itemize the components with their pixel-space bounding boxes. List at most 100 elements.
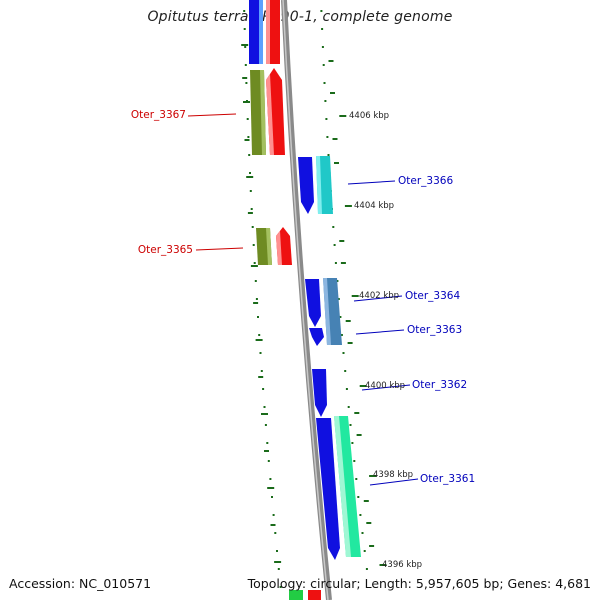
guide-dot-left <box>243 10 246 12</box>
map-title: Opitutus terrae PB90-1, complete genome <box>147 9 453 25</box>
guide-dot-left <box>249 190 252 192</box>
guide-dot-right <box>322 64 325 66</box>
tick-label-4400: 4400 kbp <box>365 381 405 391</box>
guide-dot-right <box>359 514 362 516</box>
guide-dot-right <box>334 262 337 264</box>
guide-dot-left <box>255 298 258 300</box>
minor-tick-left <box>261 413 268 415</box>
feature-oter-3364[interactable] <box>305 278 342 345</box>
minor-tick-right <box>366 522 372 524</box>
gene-feature-red[interactable] <box>308 590 321 600</box>
minor-tick-right <box>345 320 351 322</box>
guide-dot-right <box>339 316 342 318</box>
minor-tick-right <box>363 500 369 502</box>
gene-label-oter-3362[interactable]: Oter_3362 <box>412 379 467 391</box>
gene-arrow-blue[interactable] <box>316 418 340 560</box>
gene-label-oter-3366[interactable]: Oter_3366 <box>398 175 453 187</box>
guide-dot-left <box>264 424 267 426</box>
guide-dot-right <box>336 280 339 282</box>
guide-dot-left <box>252 244 255 246</box>
feature-oter-3361[interactable] <box>316 416 361 560</box>
guide-dot-right <box>347 406 350 408</box>
minor-tick-right <box>339 240 345 242</box>
leader-line-oter-3361 <box>369 478 419 486</box>
minor-tick-left <box>250 265 258 267</box>
minor-tick-right <box>369 545 375 547</box>
leader-line-oter-3362 <box>361 384 411 391</box>
guide-dot-right <box>363 550 366 552</box>
guide-dot-left <box>254 280 257 282</box>
guide-dot-right <box>351 442 354 444</box>
feature-top-left-pair[interactable] <box>249 0 280 64</box>
guide-dot-left <box>271 496 273 498</box>
leader-line-oter-3366 <box>347 180 396 185</box>
guide-dot-left <box>243 28 246 30</box>
leader-line-oter-3364 <box>353 295 403 302</box>
tick-label-4404: 4404 kbp <box>354 201 394 211</box>
cds-arrow-cyan-shade <box>316 156 322 214</box>
guide-dot-left <box>244 64 247 66</box>
major-tick-right <box>339 115 347 117</box>
minor-tick-left <box>258 376 264 378</box>
tick-marks <box>241 44 387 566</box>
cds-feature-green[interactable] <box>289 590 303 600</box>
guide-dot-left <box>272 514 275 516</box>
cds-feature-blue-shade <box>259 0 263 64</box>
guide-dot-right <box>321 46 324 48</box>
guide-dot-left <box>276 550 278 552</box>
minor-tick-left <box>253 302 259 304</box>
guide-dot-right <box>345 388 348 390</box>
guide-dot-left <box>258 334 261 336</box>
guide-dot-left <box>245 82 248 84</box>
guide-dot-left <box>246 118 249 120</box>
minor-tick-left <box>242 77 248 79</box>
gene-arrow-blue[interactable] <box>312 369 327 417</box>
feature-oter-3362[interactable] <box>312 369 327 417</box>
genome-summary-text: Topology: circular; Length: 5,957,605 bp… <box>247 576 591 591</box>
guide-dot-right <box>342 352 345 354</box>
leader-line-oter-3367 <box>187 113 237 117</box>
feature-bottom-pair[interactable] <box>289 590 321 600</box>
guide-dot-right <box>357 496 360 498</box>
gene-label-oter-3365[interactable]: Oter_3365 <box>138 244 193 256</box>
accession-text: Accession: NC_010571 <box>9 576 152 591</box>
feature-oter-3367[interactable] <box>250 68 285 155</box>
genome-backbone-highlight <box>282 0 329 600</box>
minor-tick-right <box>332 138 338 140</box>
guide-dot-right <box>323 82 326 84</box>
guide-dot-left <box>269 478 272 480</box>
guide-dot-left <box>248 154 251 156</box>
cds-arrow-olive-shade <box>260 70 266 155</box>
guide-dot-right <box>340 334 343 336</box>
guide-dot-left <box>257 316 259 318</box>
guide-dot-left <box>250 208 253 210</box>
feature-oter-3366[interactable] <box>298 156 333 214</box>
gene-label-oter-3363[interactable]: Oter_3363 <box>407 324 462 336</box>
gene-arrow-red-shade <box>276 231 282 265</box>
major-tick-right <box>344 205 352 207</box>
gene-feature-red-shade <box>266 0 270 64</box>
gene-label-oter-3364[interactable]: Oter_3364 <box>405 290 460 302</box>
feature-oter-3363[interactable] <box>309 328 324 346</box>
minor-tick-left <box>267 487 275 489</box>
gene-arrow-blue[interactable] <box>305 279 321 327</box>
gene-arrow-blue-small[interactable] <box>309 328 324 346</box>
genome-backbone <box>281 0 332 600</box>
gene-arrow-blue[interactable] <box>298 157 314 214</box>
minor-tick-left <box>264 450 269 452</box>
minor-tick-left <box>246 176 254 178</box>
minor-tick-left <box>243 101 250 103</box>
major-tick-right <box>379 564 387 566</box>
tick-label-4406: 4406 kbp <box>349 111 389 121</box>
gene-label-oter-3367[interactable]: Oter_3367 <box>131 109 186 121</box>
minor-tick-left <box>247 212 253 214</box>
guide-dot-left <box>244 46 247 48</box>
guide-dot-right <box>326 136 329 138</box>
gene-label-oter-3361[interactable]: Oter_3361 <box>420 473 475 485</box>
feature-oter-3365[interactable] <box>256 227 292 265</box>
major-tick-right <box>369 475 377 477</box>
minor-tick-right <box>354 412 360 414</box>
guide-dot-left <box>259 352 262 354</box>
guide-dot-left <box>266 442 269 444</box>
